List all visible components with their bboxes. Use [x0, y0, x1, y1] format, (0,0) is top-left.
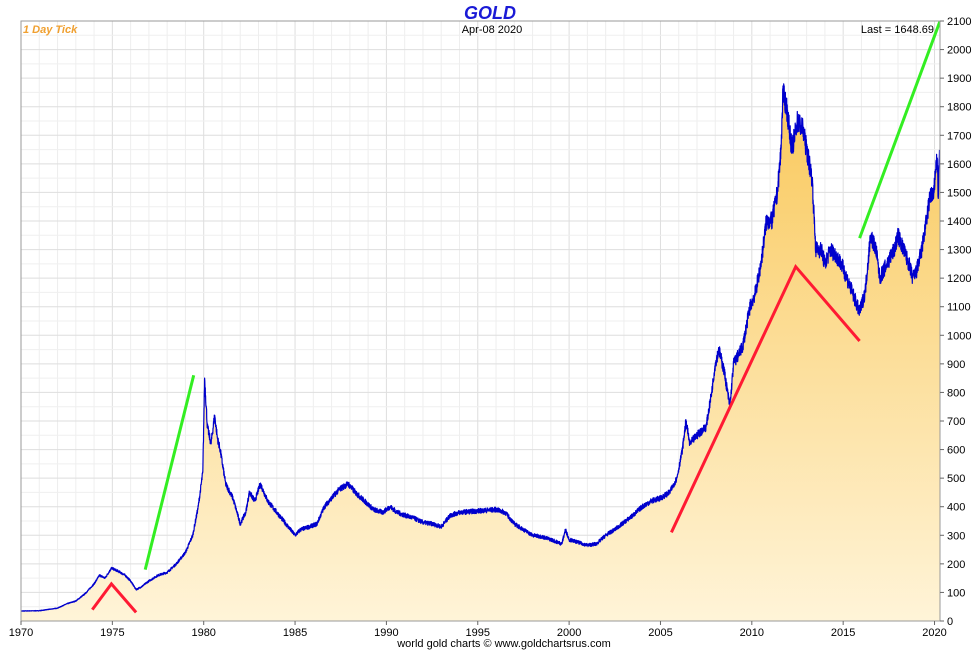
y-tick-label: 100 — [947, 587, 965, 599]
x-tick-label: 1980 — [191, 627, 215, 639]
date-label: Apr-08 2020 — [462, 24, 523, 36]
y-tick-label: 600 — [947, 445, 965, 457]
red-trendline — [91, 581, 138, 614]
y-tick-label: 800 — [947, 387, 965, 399]
y-tick-label: 1700 — [947, 130, 971, 142]
last-price-label: Last = 1648.69 — [861, 24, 934, 36]
y-tick-label: 300 — [947, 530, 965, 542]
x-tick-label: 2000 — [557, 627, 581, 639]
y-tick-label: 2100 — [947, 16, 971, 28]
x-tick-label: 2020 — [922, 627, 946, 639]
y-tick-label: 1800 — [947, 102, 971, 114]
plot-frame — [20, 20, 941, 622]
x-axis: 1970 1975 1980 1985 1990 1995 2000 2005 2010 2015… — [9, 621, 947, 639]
y-tick-label: 1300 — [947, 245, 971, 257]
y-tick-label: 200 — [947, 559, 965, 571]
price-area-fill — [21, 83, 940, 621]
credit-label: world gold charts © www.goldchartsrus.co… — [396, 638, 611, 650]
y-tick-label: 1200 — [947, 273, 971, 285]
x-tick-label: 1975 — [100, 627, 124, 639]
y-tick-label: 1100 — [947, 302, 971, 314]
y-tick-label: 0 — [947, 616, 953, 628]
green-trendline — [143, 374, 196, 570]
red-trendline — [670, 263, 861, 534]
y-tick-label: 1400 — [947, 216, 971, 228]
x-tick-label: 2015 — [831, 627, 855, 639]
green-trendline — [858, 21, 940, 239]
y-tick-label: 500 — [947, 473, 965, 485]
y-tick-label: 900 — [947, 359, 965, 371]
y-tick-label: 1000 — [947, 330, 971, 342]
y-tick-label: 1500 — [947, 187, 971, 199]
x-tick-label: 1985 — [283, 627, 307, 639]
timeframe-label: 1 Day Tick — [23, 24, 78, 36]
y-tick-label: 1900 — [947, 73, 971, 85]
y-axis: 0 100 200 300 400 500 600 700 800 900 1000 1100 1200… — [940, 16, 971, 628]
chart-title: GOLD — [464, 3, 516, 23]
y-tick-label: 1600 — [947, 159, 971, 171]
x-tick-label: 1995 — [466, 627, 490, 639]
x-tick-label: 1990 — [374, 627, 398, 639]
x-tick-label: 2010 — [740, 627, 764, 639]
x-tick-label: 2005 — [648, 627, 672, 639]
y-tick-label: 2000 — [947, 45, 971, 57]
y-tick-label: 400 — [947, 502, 965, 514]
trendlines — [91, 21, 940, 614]
price-line — [21, 83, 940, 612]
y-tick-label: 700 — [947, 416, 965, 428]
x-tick-label: 1970 — [9, 627, 33, 639]
